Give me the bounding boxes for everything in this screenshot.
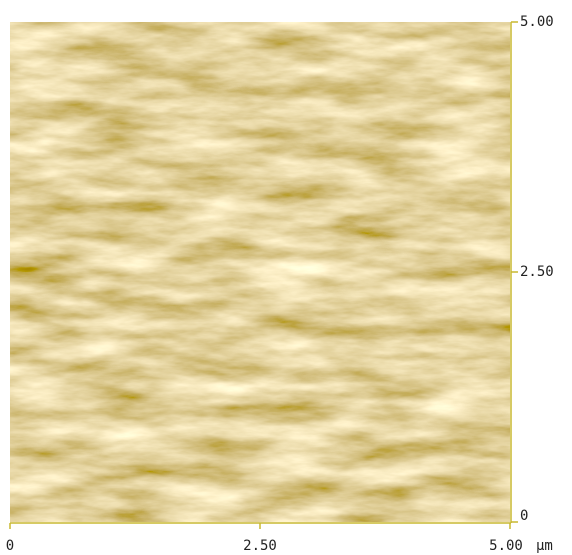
y-tick-label: 2.50 bbox=[520, 264, 554, 280]
y-tick-label: 0 bbox=[520, 508, 528, 524]
afm-image bbox=[10, 22, 510, 522]
x-tick-label: 5.00 bbox=[489, 538, 523, 554]
x-tick-label: 2.50 bbox=[243, 538, 277, 554]
x-unit: µm bbox=[536, 538, 553, 554]
x-tick-label: 0 bbox=[6, 538, 14, 554]
y-tick-label: 5.00 bbox=[520, 14, 554, 30]
